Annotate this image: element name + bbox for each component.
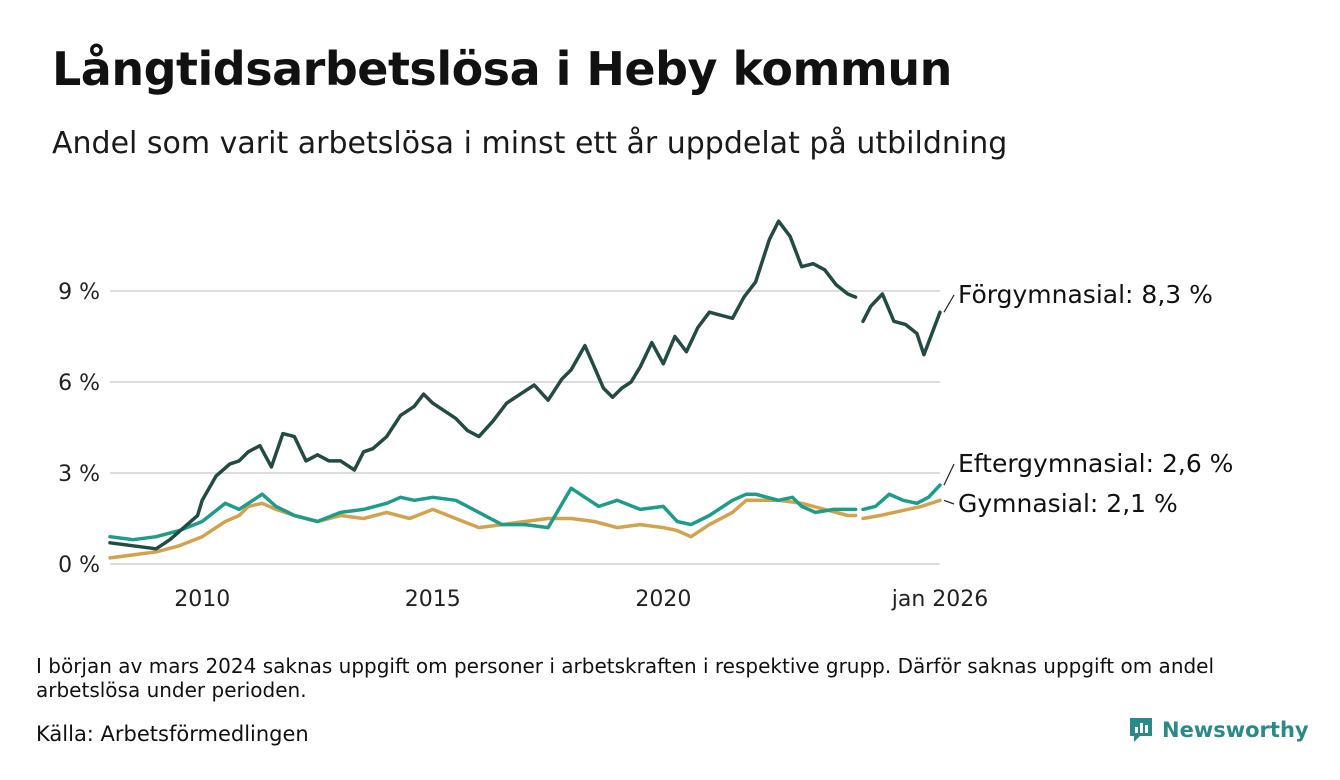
series-line-förgymnasial: [861, 292, 942, 357]
bar-chart-icon: [1130, 718, 1152, 742]
series-label-gymnasial: Gymnasial: 2,1 %: [958, 489, 1178, 518]
grid-lines: [110, 290, 940, 565]
line-chart: 0 % 3 % 6 % 9 % 2010 2015 2020 jan 2026 Gymnas…: [58, 219, 1233, 612]
source-text: Källa: Arbetsförmedlingen: [36, 722, 309, 746]
series-line-eftergymnasial: [861, 483, 942, 512]
y-tick-label: 0 %: [58, 553, 100, 578]
series-label-förgymnasial: Förgymnasial: 8,3 %: [958, 280, 1213, 309]
series-line-eftergymnasial: [108, 486, 858, 542]
series-line-gymnasial: [861, 498, 942, 521]
label-leader-line: [943, 294, 955, 313]
label-leader-line: [943, 499, 955, 505]
x-tick-label: jan 2026: [891, 587, 989, 612]
y-tick-label: 6 %: [58, 371, 100, 396]
series-line-gymnasial: [108, 498, 858, 560]
x-tick-label: 2010: [174, 587, 230, 612]
chart-subtitle: Andel som varit arbetslösa i minst ett å…: [52, 126, 1008, 161]
series-line-förgymnasial: [108, 219, 858, 551]
label-leader-line: [943, 463, 955, 486]
y-tick-label: 3 %: [58, 462, 100, 487]
brand-name: Newsworthy: [1162, 718, 1309, 742]
series-label-eftergymnasial: Eftergymnasial: 2,6 %: [958, 449, 1233, 478]
x-tick-label: 2020: [635, 587, 691, 612]
x-axis-ticks: 2010 2015 2020 jan 2026: [174, 587, 988, 612]
chart-title: Långtidsarbetslösa i Heby kommun: [52, 42, 952, 96]
series-lines: [108, 219, 942, 560]
x-tick-label: 2015: [405, 587, 461, 612]
footnote: I början av mars 2024 saknas uppgift om …: [36, 654, 1215, 702]
y-axis-ticks: 0 % 3 % 6 % 9 %: [58, 280, 100, 578]
brand-logo: Newsworthy: [1128, 716, 1309, 744]
series-labels: Gymnasial: 2,1 % Eftergymnasial: 2,6 % För…: [943, 280, 1233, 518]
y-tick-label: 9 %: [58, 280, 100, 305]
